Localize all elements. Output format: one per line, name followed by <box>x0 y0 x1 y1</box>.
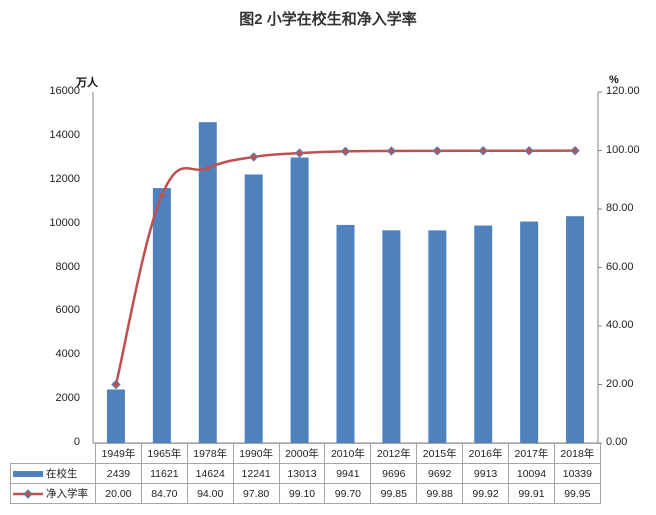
diamond-marker-icon <box>340 146 351 157</box>
right-tick-label: 60.00 <box>606 260 634 273</box>
category-cell: 2000年 <box>278 443 326 464</box>
value-cell: 12241 <box>232 463 280 484</box>
diamond-marker-icon <box>524 146 534 156</box>
left-tick-label: 8000 <box>55 260 80 273</box>
diamond-marker-icon <box>248 152 259 162</box>
value-cell: 84.70 <box>140 483 188 504</box>
left-tick-label: 4000 <box>55 348 80 361</box>
bar <box>106 389 125 443</box>
value-cell: 99.91 <box>508 483 555 504</box>
legend-label: 在校生 <box>46 468 78 480</box>
left-tick-label: 0 <box>73 436 80 448</box>
table-corner <box>10 443 96 464</box>
value-cell: 97.80 <box>232 483 280 504</box>
right-tick-label: 40.00 <box>606 319 634 331</box>
category-cell: 2018年 <box>553 443 601 464</box>
diamond-marker-icon <box>570 145 580 156</box>
bar <box>336 224 355 443</box>
category-cell: 1990年 <box>232 443 280 464</box>
category-cell: 2012年 <box>370 443 418 464</box>
diamond-marker-icon <box>203 163 213 173</box>
value-cell: 10339 <box>553 463 601 484</box>
category-cell: 1965年 <box>140 443 188 464</box>
diamond-marker-icon <box>294 148 305 158</box>
diamond-marker-icon <box>432 146 443 156</box>
left-tick-label: 2000 <box>55 392 80 405</box>
value-cell: 99.88 <box>416 483 464 504</box>
bar <box>520 221 539 443</box>
left-tick-label: 6000 <box>55 304 80 317</box>
value-cell: 13013 <box>278 463 326 484</box>
value-cell: 14624 <box>186 463 234 484</box>
data-table: 1949年 1965年 1978年 1990年 2000年 2010年 2012年 2015年… <box>10 443 601 504</box>
value-cell: 9941 <box>324 463 372 484</box>
right-axis-unit: % <box>609 74 619 86</box>
legend-net-rate: 净入学率 <box>10 483 96 504</box>
right-tick-label: 100.00 <box>606 143 640 156</box>
category-cell: 2010年 <box>324 443 372 464</box>
bar-legend-icon <box>13 471 43 478</box>
bar <box>198 122 217 443</box>
value-cell: 20.00 <box>95 483 142 504</box>
table-header-row: 1949年 1965年 1978年 1990年 2000年 2010年 2012年 2015年… <box>10 443 601 464</box>
diamond-marker-icon <box>386 146 397 156</box>
value-cell: 11621 <box>140 463 188 484</box>
table-row-net-rate: 净入学率 20.00 84.70 94.00 97.80 99.10 99.70 99.85… <box>10 483 601 504</box>
category-cell: 1978年 <box>186 443 234 464</box>
bar <box>152 188 171 443</box>
category-cell: 2017年 <box>508 443 555 464</box>
left-tick-label: 16000 <box>49 85 80 97</box>
category-cell: 2015年 <box>416 443 464 464</box>
value-cell: 2439 <box>95 463 142 484</box>
diamond-marker-icon <box>157 190 167 200</box>
table-row-enrollment: 在校生 2439 11621 14624 12241 13013 9941 9696 9692… <box>10 463 601 484</box>
left-tick-label: 14000 <box>49 128 80 141</box>
value-cell: 9696 <box>370 463 418 484</box>
bar <box>566 216 585 443</box>
left-axis-unit: 万人 <box>76 77 98 89</box>
diamond-marker-icon <box>478 146 488 156</box>
value-cell: 9692 <box>416 463 464 484</box>
value-cell: 10094 <box>508 463 555 484</box>
net-rate-line <box>114 149 576 385</box>
left-tick-label: 10000 <box>49 216 80 229</box>
category-cell: 1949年 <box>95 443 142 464</box>
bar <box>382 230 401 443</box>
bar <box>474 225 493 443</box>
right-tick-label: 120.00 <box>606 85 640 97</box>
right-tick-label: 80.00 <box>606 202 634 214</box>
chart-title: 图2 小学在校生和净入学率 <box>239 11 417 28</box>
bar <box>428 230 447 443</box>
value-cell: 99.92 <box>462 483 510 504</box>
line-legend-icon <box>13 489 43 499</box>
bar <box>244 174 263 443</box>
value-cell: 99.95 <box>553 483 601 504</box>
value-cell: 99.70 <box>324 483 372 504</box>
diamond-marker-icon <box>111 379 121 390</box>
value-cell: 9913 <box>462 463 510 484</box>
right-tick-label: 0.00 <box>606 436 628 448</box>
category-cell: 2016年 <box>462 443 510 464</box>
value-cell: 94.00 <box>186 483 234 504</box>
legend-label: 净入学率 <box>46 488 88 500</box>
value-cell: 99.85 <box>370 483 418 504</box>
bar <box>290 157 309 443</box>
legend-enrollment: 在校生 <box>10 463 96 484</box>
right-tick-label: 20.00 <box>606 377 634 390</box>
left-tick-label: 12000 <box>49 172 80 185</box>
value-cell: 99.10 <box>278 483 326 504</box>
